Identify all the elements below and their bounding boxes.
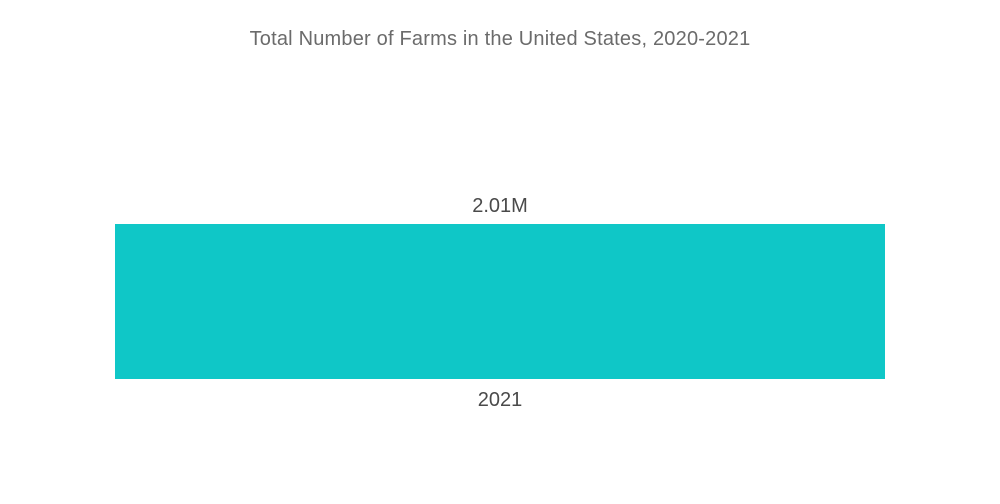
chart-title: Total Number of Farms in the United Stat… — [0, 28, 1000, 51]
bar-2021 — [115, 224, 885, 379]
bar-value-label: 2.01M — [115, 195, 885, 218]
chart-area: 2.01M 2021 — [115, 195, 885, 412]
x-axis-label: 2021 — [115, 389, 885, 412]
